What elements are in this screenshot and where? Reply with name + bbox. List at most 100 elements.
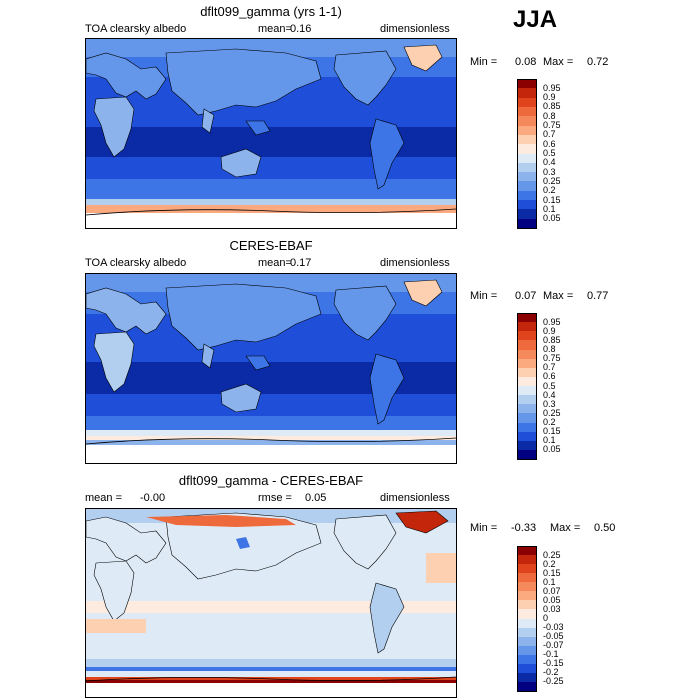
colorbar-swatch (517, 106, 537, 117)
panel-1-map (85, 38, 457, 229)
colorbar-swatch (517, 88, 537, 99)
colorbar-tick-label: 0.9 (543, 92, 556, 103)
panel-2-mean-label: mean= (258, 257, 292, 269)
panel-2-map (85, 273, 457, 464)
colorbar-tick-label: 0.7 (543, 362, 556, 373)
colorbar-tick-label: 0.2 (543, 185, 556, 196)
panel-1-max-label: Max = (543, 56, 574, 68)
panel-2-variable-label: TOA clearsky albedo (85, 257, 187, 269)
colorbar-tick-label: 0.85 (543, 334, 561, 345)
colorbar-tick-label: -0.05 (543, 631, 564, 642)
panel-1-colorbar: 0.95 0.9 0.85 0.8 0.75 0.7 0.6 0.5 0.4 0.3 0.25 0.2… (517, 79, 597, 229)
colorbar-swatch (517, 116, 537, 127)
colorbar-tick-label: 0.8 (543, 110, 556, 121)
colorbar-tick-label: 0.15 (543, 426, 561, 437)
colorbar-tick-label: 0.75 (543, 120, 561, 131)
colorbar-tick-label: 0.07 (543, 585, 561, 596)
colorbar-swatch (517, 564, 537, 574)
colorbar-swatch (517, 609, 537, 619)
colorbar-swatch (517, 431, 537, 442)
colorbar-tick-label: 0.25 (543, 549, 561, 560)
colorbar-tick-label: 0.3 (543, 166, 556, 177)
colorbar-tick-label: 0.8 (543, 344, 556, 354)
colorbar-swatch (517, 218, 537, 229)
colorbar-swatch (517, 209, 537, 220)
colorbar-swatch (517, 162, 537, 173)
colorbar-tick-label: -0.07 (543, 640, 564, 651)
colorbar-swatch (517, 663, 537, 674)
colorbar-swatch (517, 153, 537, 164)
season-label: JJA (513, 6, 558, 33)
colorbar-swatch (517, 97, 537, 108)
colorbar-swatch (517, 546, 537, 556)
colorbar-swatch (517, 134, 537, 145)
panel-3-rmse-value: 0.05 (305, 492, 327, 504)
colorbar-tick-label: 0.2 (543, 417, 556, 427)
panel-1-max-value: 0.72 (587, 56, 609, 68)
panel-3-min-value: -0.33 (511, 522, 537, 534)
colorbar-swatch (517, 386, 537, 396)
colorbar-swatch (517, 449, 537, 460)
colorbar-swatch (517, 172, 537, 182)
colorbar-swatch (517, 672, 537, 683)
panel-1-mean-label: mean= (258, 23, 292, 35)
panel-1-min-label: Min = (470, 56, 498, 68)
panel-3-units: dimensionless (380, 492, 450, 504)
colorbar-tick-label: 0.4 (543, 157, 556, 168)
colorbar-swatch (517, 125, 537, 136)
colorbar-tick-label: 0.1 (543, 576, 556, 587)
colorbar-tick-label: 0.05 (543, 594, 561, 605)
colorbar-tick-label: -0.2 (543, 667, 559, 678)
colorbar-swatch (517, 440, 537, 451)
colorbar-tick-label: 0.15 (543, 567, 561, 578)
colorbar-swatch (517, 681, 537, 692)
colorbar-swatch (517, 582, 537, 592)
panel-2-title: CERES-EBAF (229, 238, 313, 253)
panel-1-mean-value: 0.16 (290, 23, 312, 35)
colorbar-tick-label: 0.6 (543, 138, 556, 149)
colorbar-tick-label: 0.3 (543, 398, 556, 409)
colorbar-swatch (517, 591, 537, 601)
colorbar-tick-label: 0.03 (543, 603, 561, 614)
colorbar-tick-label: 0.85 (543, 101, 561, 112)
panel-1-units: dimensionless (380, 23, 450, 35)
colorbar-swatch (517, 79, 537, 89)
colorbar-tick-label: 0.05 (543, 213, 561, 224)
panel-1-min-value: 0.08 (515, 56, 537, 68)
colorbar-swatch (517, 422, 537, 433)
colorbar-tick-label: 0.2 (543, 558, 556, 569)
panel-3-rmse-label: rmse = (258, 492, 292, 504)
colorbar-tick-label: 0.75 (543, 353, 561, 364)
panel-3-min-label: Min = (470, 522, 498, 534)
colorbar-tick-label: 0.95 (543, 82, 561, 93)
colorbar-swatch (517, 395, 537, 405)
colorbar-swatch (517, 618, 537, 629)
colorbar-tick-label: 0.1 (543, 203, 556, 214)
colorbar-swatch (517, 367, 537, 378)
colorbar-tick-label: 0.4 (543, 389, 556, 400)
panel-2-units: dimensionless (380, 257, 450, 269)
colorbar-tick-label: -0.03 (543, 622, 564, 633)
colorbar-swatch (517, 654, 537, 665)
colorbar-tick-label: 0.5 (543, 380, 556, 391)
panel-3-colorbar: 0.25 0.2 0.15 0.1 0.07 0.05 0.03 0 -0.03 -0.05 -0.… (517, 546, 597, 692)
colorbar-swatch (517, 331, 537, 341)
colorbar-swatch (517, 600, 537, 610)
colorbar-tick-label: 0.9 (543, 325, 556, 336)
panel-2-mean-value: 0.17 (290, 257, 312, 269)
panel-2-max-label: Max = (543, 290, 574, 302)
panel-3-max-label: Max = (550, 522, 581, 534)
colorbar-tick-label: 0.05 (543, 444, 561, 455)
colorbar-tick-label: 0.1 (543, 435, 556, 446)
panel-2-min-value: 0.07 (515, 290, 537, 302)
colorbar-tick-label: 0.7 (543, 129, 556, 140)
colorbar-tick-label: 0 (543, 613, 549, 623)
colorbar-tick-label: 0.5 (543, 148, 556, 158)
panel-3-title: dflt099_gamma - CERES-EBAF (178, 473, 364, 488)
colorbar-swatch (517, 627, 537, 638)
panel-3-mean-value: -0.00 (140, 492, 166, 504)
colorbar-tick-label: 0.25 (543, 175, 561, 186)
colorbar-swatch (517, 200, 537, 210)
colorbar-swatch (517, 181, 537, 192)
colorbar-swatch (517, 645, 537, 656)
